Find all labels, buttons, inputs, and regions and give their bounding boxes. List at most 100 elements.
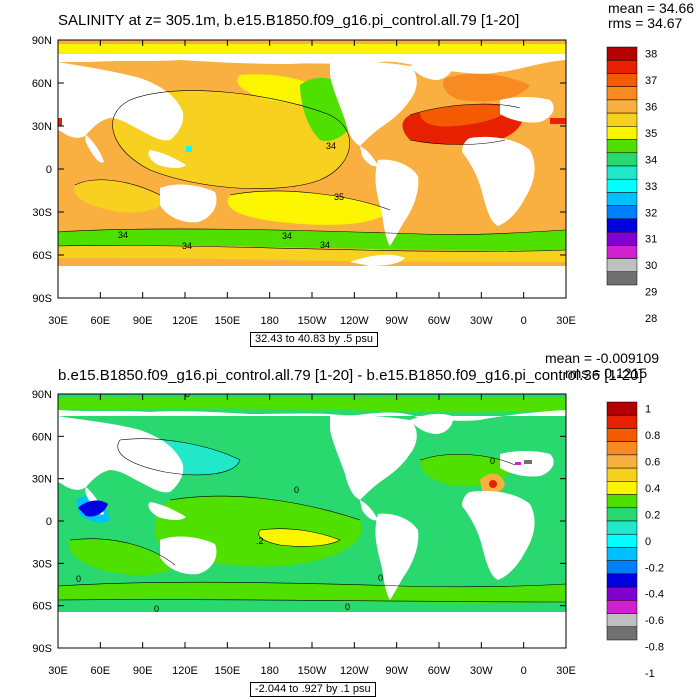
negative-anomaly [78,500,108,517]
colorbar-label: 0 [645,536,651,548]
lon-label: 90W [385,315,408,327]
lat-label: 30S [32,558,52,570]
colorbar-swatch [606,441,638,456]
red-patch-west [58,118,62,126]
lon-label: 90E [133,315,153,327]
salinity-panel: SALINITY at z= 305.1m, b.e15.B1850.f09_g… [32,0,695,347]
southern-ocean-green [58,228,566,251]
colorbar-swatch [606,414,638,429]
colorbar-swatch [606,547,638,561]
lon-label: 150W [298,665,327,677]
contour-label: 0 [490,456,495,466]
salinity-field: 34 34 34 34 34 35 [58,40,566,298]
contour-range-box: -2.044 to .927 by .1 psu [250,682,376,697]
lat-label: 30N [32,474,52,486]
colorbar-swatch [606,428,638,442]
lat-label: 60N [32,78,52,90]
lat-labels: 90N 60N 30N 0 30S 60S 90S [32,35,52,305]
colorbar-swatch [606,271,638,286]
colorbar-swatch [606,139,638,154]
north-atlantic-orange [443,73,530,102]
lon-label: 30W [470,315,493,327]
lat-label: 30S [32,207,52,219]
lon-label: 120E [172,315,198,327]
contour-label: 34 [282,231,292,241]
lat-label: 0 [46,164,52,176]
lon-label: 30E [48,665,68,677]
land [58,410,566,648]
colorbar-swatch [606,600,638,614]
colorbar-swatch [606,586,638,601]
lon-label: 150E [214,665,240,677]
southern-green [58,582,566,603]
colorbar-swatch [606,245,638,259]
colorbar-swatch [606,573,638,588]
colorbar-swatch [606,507,638,522]
lat-label: 90S [32,293,52,305]
grey-patch [524,460,532,464]
contour-label-group: 34 34 34 34 34 35 [118,141,344,251]
colorbar-swatch [606,86,638,101]
colorbar-label: 0.2 [645,509,660,521]
rms-value: rms = 34.67 [608,15,683,31]
colorbar-swatch [606,46,638,61]
cyan-patch [186,146,192,152]
lon-label: 180 [260,665,278,677]
colorbar-swatch [606,467,638,482]
colorbar-swatch [606,192,638,206]
rms-value: rms = 0.1215 [565,365,648,381]
contour-label: 34 [118,230,128,240]
contour-label: 0 [154,604,159,614]
colorbar-label: 31 [645,234,657,246]
lon-label: 0 [521,665,527,677]
contour-label: .2 [256,536,264,546]
panel-title: b.e15.B1850.f09_g16.pi_control.all.79 [1… [58,367,643,384]
mean-value: mean = 34.66 [608,0,695,16]
lon-label: 120E [172,665,198,677]
lon-label: 60E [91,665,111,677]
southern-ocean-yellow [58,245,566,262]
lat-labels: 90N 60N 30N 0 30S 60S 90S [32,389,52,655]
colorbar-label: 33 [645,181,657,193]
colorbar: 38 37 36 35 34 33 32 31 30 29 28 [606,46,657,325]
contour-label: 0 [294,485,299,495]
colorbar-swatch [606,218,638,233]
contour-label: 0 [185,389,190,399]
colorbar-label: 35 [645,128,657,140]
colorbar-swatch [606,454,638,469]
salinity-map: 34 34 34 34 34 35 90N 60N 30N 0 30S 60S 90S 30… [32,35,657,327]
colorbar-swatch [606,112,638,127]
colorbar-swatch [606,73,638,87]
lon-labels: 30E 60E 90E 120E 150E 180 150W 120W 90W 60W 30W 0 30… [48,665,576,677]
contour-label: 34 [326,141,336,151]
difference-panel: b.e15.B1850.f09_g16.pi_control.all.79 [1… [0,350,700,700]
lat-label: 60S [32,250,52,262]
land [58,54,566,298]
colorbar-label: 29 [645,287,657,299]
lon-label: 30E [48,315,68,327]
lon-labels: 30E 60E 90E 120E 150E 180 150W 120W 90W 60W 30W 0 30… [48,315,576,327]
colorbar-swatch [606,126,638,140]
red-patch-east [550,118,566,124]
contour-label: 34 [182,241,192,251]
contour-range-box: 32.43 to 40.83 by .5 psu [250,332,379,347]
lon-label: 60W [428,665,451,677]
contour-label: 0 [345,602,350,612]
lon-label: 60W [428,315,451,327]
colorbar-label: 32 [645,207,657,219]
lat-label: 0 [46,516,52,528]
lon-label: 150W [298,315,327,327]
colorbar-label: -0.6 [645,615,664,627]
contour-label: 35 [334,192,344,202]
colorbar-label: 0.4 [645,483,660,495]
colorbar-label: -0.8 [645,642,664,654]
atlantic-orange [420,104,510,127]
lon-label: 30W [470,665,493,677]
colorbar-swatch [606,520,638,535]
arctic-band [58,44,566,54]
difference-field: 0 0 0 0 0 0 0 .2 [58,389,566,648]
lat-label: 60N [32,431,52,443]
lon-label: 120W [340,315,369,327]
lon-label: 150E [214,315,240,327]
colorbar-swatch [606,613,638,628]
